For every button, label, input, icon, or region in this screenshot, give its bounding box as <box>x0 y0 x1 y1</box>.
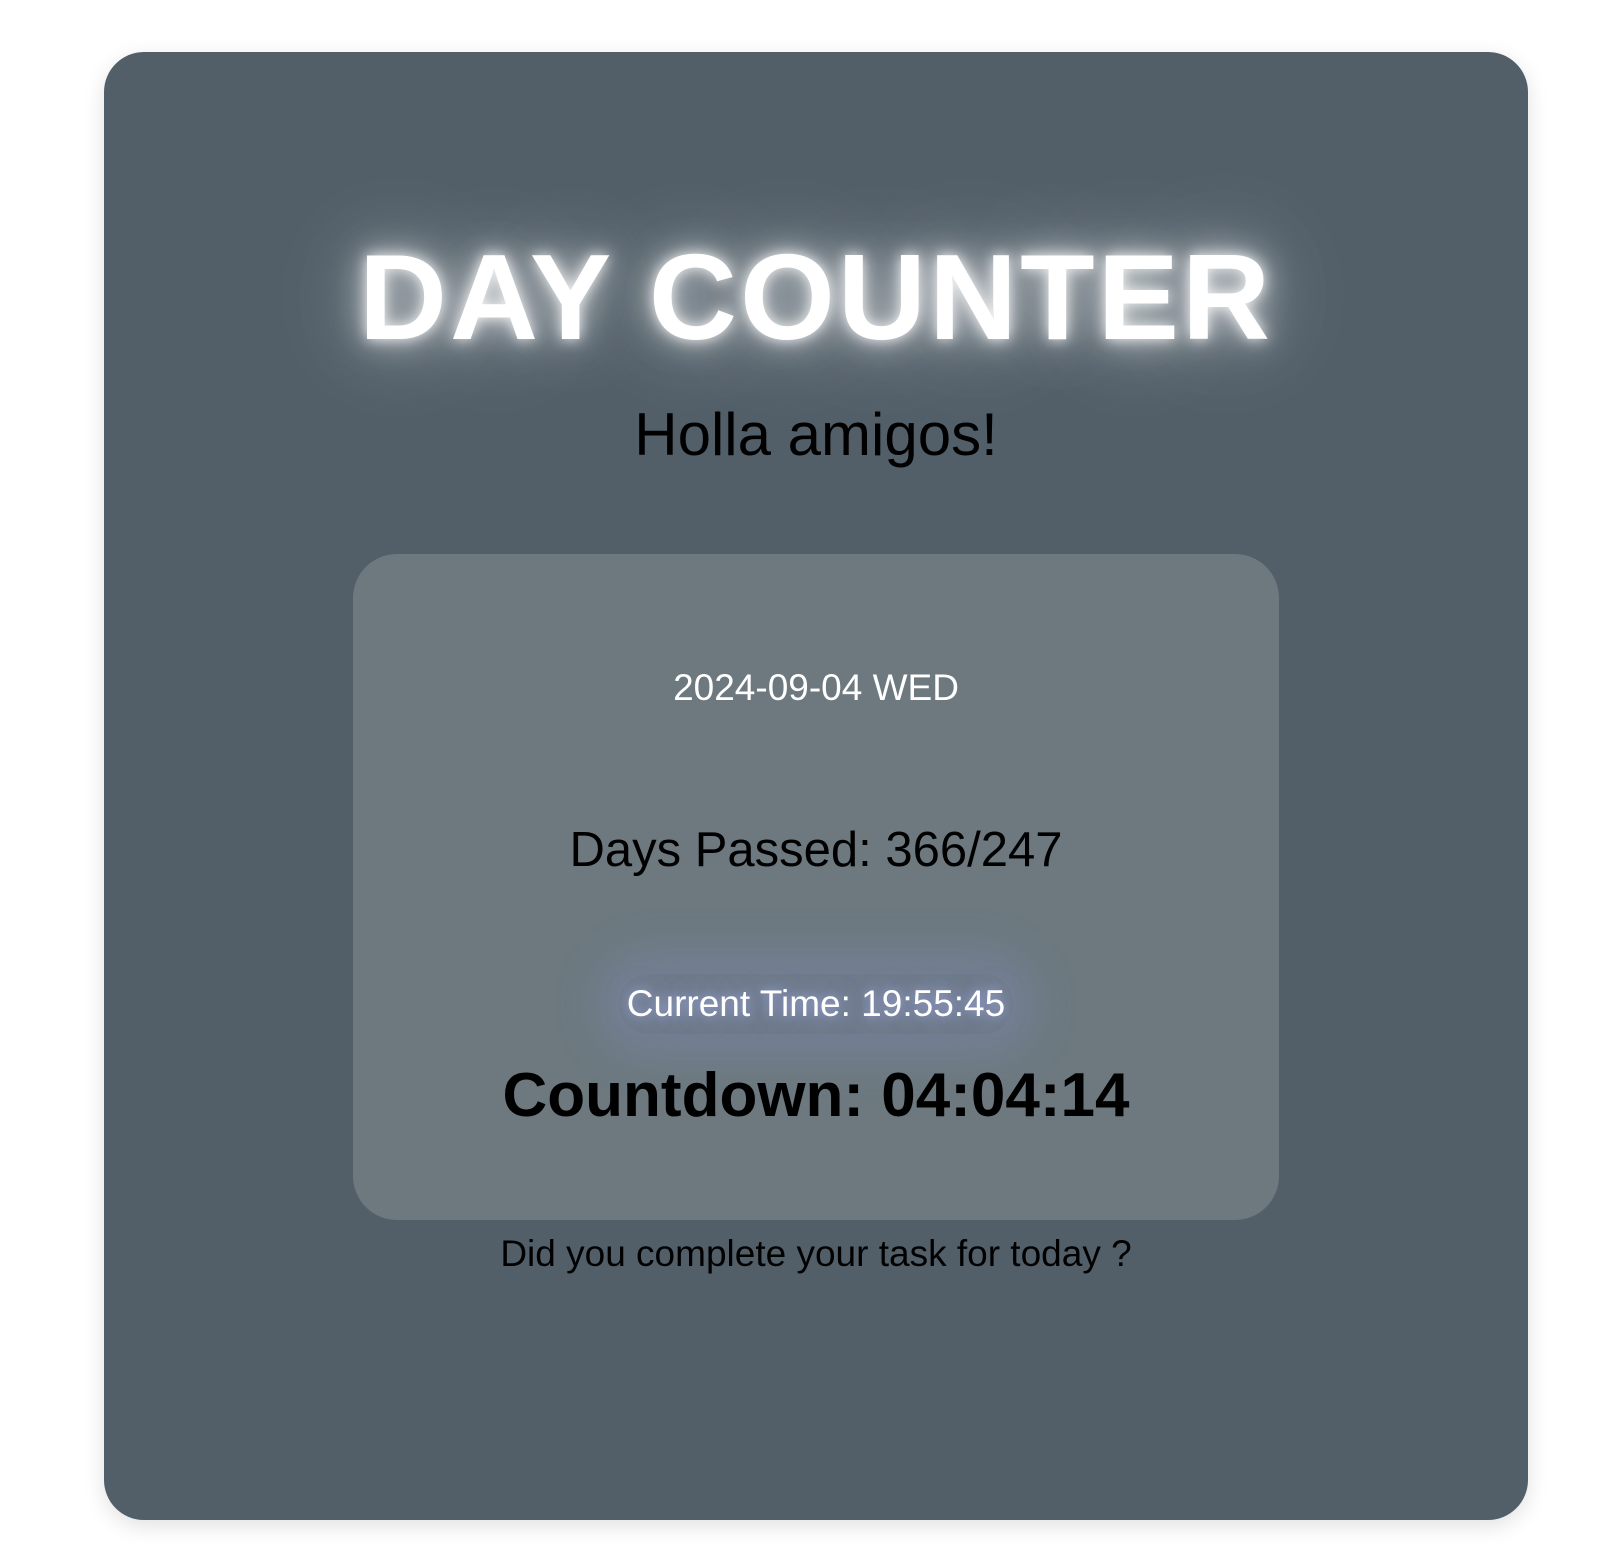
days-passed: Days Passed: 366/247 <box>569 823 1063 877</box>
countdown-timer: Countdown: 04:04:14 <box>502 1061 1130 1130</box>
greeting-text: Holla amigos! <box>634 401 998 468</box>
current-time-container: Current Time: 19:55:45 <box>353 974 1279 1034</box>
day-counter-card: DAY COUNTER Holla amigos! 2024-09-04 WED… <box>104 52 1528 1520</box>
task-question: Did you complete your task for today ? <box>500 1233 1132 1274</box>
info-panel: 2024-09-04 WED Days Passed: 366/247 Curr… <box>353 554 1279 1220</box>
page-title: DAY COUNTER <box>358 229 1274 365</box>
current-date: 2024-09-04 WED <box>673 667 959 708</box>
current-time: Current Time: 19:55:45 <box>618 974 1014 1034</box>
